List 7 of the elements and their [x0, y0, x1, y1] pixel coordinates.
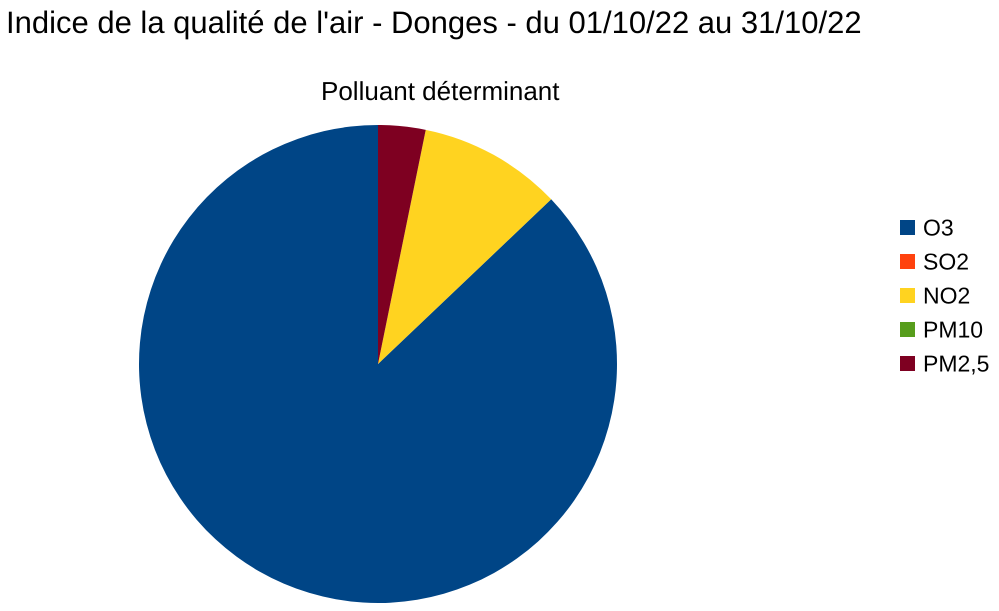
legend-label: SO2 — [923, 248, 970, 274]
chart-subtitle: Polluant déterminant — [321, 76, 560, 106]
legend-label: O3 — [923, 214, 954, 240]
chart-title: Indice de la qualité de l'air - Donges - du 01/10/22 au 31/10/22 — [6, 5, 862, 40]
legend-label: PM10 — [923, 316, 984, 342]
legend-label: PM2,5 — [923, 350, 990, 376]
legend-label: NO2 — [923, 282, 970, 308]
